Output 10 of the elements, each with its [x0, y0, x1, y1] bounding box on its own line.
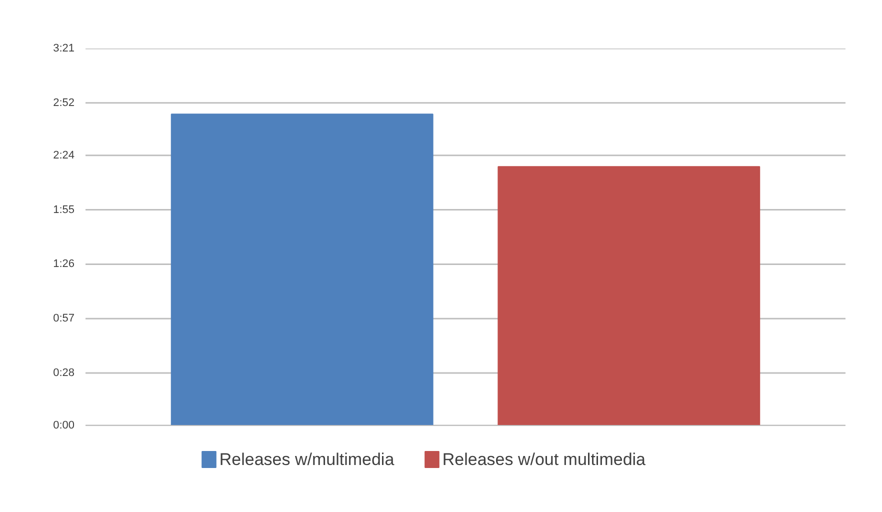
y-tick-label: 2:52: [53, 96, 75, 109]
y-tick-label: 0:00: [53, 420, 75, 432]
legend-label: Releases w/multimedia: [219, 450, 395, 469]
y-tick-label: 1:26: [53, 258, 75, 270]
y-tick-label: 3:21: [53, 42, 75, 54]
y-tick-label: 0:57: [53, 312, 75, 325]
legend-label: Releases w/out multimedia: [442, 450, 646, 469]
y-tick-label: 1:55: [53, 204, 75, 216]
y-tick-label: 0:28: [53, 366, 75, 379]
y-tick-label: 2:24: [53, 149, 75, 162]
